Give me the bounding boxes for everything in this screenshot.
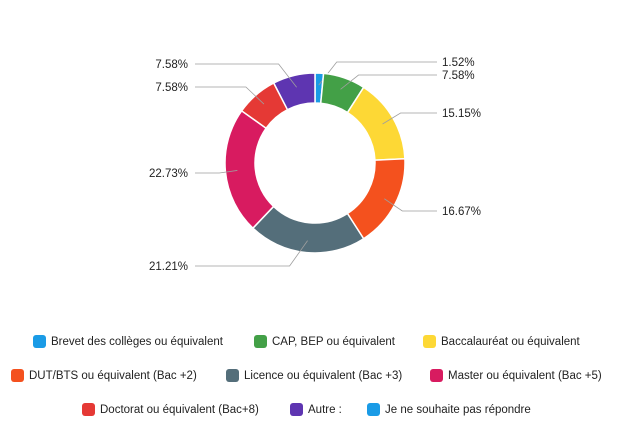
legend-label: Licence ou équivalent (Bac +3) bbox=[244, 369, 403, 382]
legend-item[interactable]: DUT/BTS ou équivalent (Bac +2) bbox=[11, 369, 197, 382]
legend-swatch bbox=[423, 335, 436, 348]
leader-line-7 bbox=[195, 63, 297, 88]
slice-value-label-1: 7.58% bbox=[442, 70, 475, 82]
slice-value-label-7: 7.58% bbox=[155, 59, 188, 71]
donut-slice-4[interactable] bbox=[251, 205, 365, 254]
legend-item[interactable]: Doctorat ou équivalent (Bac+8) bbox=[82, 403, 259, 416]
legend-item[interactable]: Licence ou équivalent (Bac +3) bbox=[226, 369, 402, 382]
legend-swatch bbox=[82, 403, 95, 416]
donut-slice-7[interactable] bbox=[272, 72, 316, 111]
legend-item[interactable]: Master ou équivalent (Bac +5) bbox=[430, 369, 602, 382]
legend-swatch bbox=[226, 369, 239, 382]
legend-item[interactable]: Autre : bbox=[290, 403, 342, 416]
slice-value-label-4: 21.21% bbox=[149, 261, 188, 273]
legend-item[interactable]: CAP, BEP ou équivalent bbox=[254, 335, 395, 348]
legend-label: DUT/BTS ou équivalent (Bac +2) bbox=[29, 369, 197, 382]
slice-value-label-0: 1.52% bbox=[442, 57, 475, 69]
legend-label: CAP, BEP ou équivalent bbox=[272, 335, 395, 348]
donut-slice-2[interactable] bbox=[346, 86, 406, 161]
leader-line-5 bbox=[195, 170, 238, 174]
leader-line-6 bbox=[195, 86, 265, 105]
legend-swatch bbox=[290, 403, 303, 416]
legend-swatch bbox=[430, 369, 443, 382]
slice-value-label-6: 7.58% bbox=[155, 82, 188, 94]
legend-item[interactable]: Baccalauréat ou équivalent bbox=[423, 335, 580, 348]
legend-label: Je ne souhaite pas répondre bbox=[385, 403, 531, 416]
leader-line-1 bbox=[340, 74, 437, 90]
slice-value-label-3: 16.67% bbox=[442, 206, 481, 218]
legend-label: Autre : bbox=[308, 403, 342, 416]
slice-value-label-5: 22.73% bbox=[149, 168, 188, 180]
legend-label: Baccalauréat ou équivalent bbox=[441, 335, 580, 348]
legend-label: Brevet des collèges ou équivalent bbox=[51, 335, 223, 348]
leader-line-2 bbox=[382, 112, 437, 125]
legend-swatch bbox=[367, 403, 380, 416]
leader-line-3 bbox=[384, 198, 437, 212]
legend-item[interactable]: Brevet des collèges ou équivalent bbox=[33, 335, 223, 348]
legend-swatch bbox=[33, 335, 46, 348]
legend-label: Master ou équivalent (Bac +5) bbox=[448, 369, 602, 382]
legend-swatch bbox=[254, 335, 267, 348]
legend-item[interactable]: Je ne souhaite pas répondre bbox=[367, 403, 531, 416]
slice-value-label-2: 15.15% bbox=[442, 108, 481, 120]
legend-swatch bbox=[11, 369, 24, 382]
legend-label: Doctorat ou équivalent (Bac+8) bbox=[100, 403, 259, 416]
leader-line-4 bbox=[195, 240, 308, 267]
